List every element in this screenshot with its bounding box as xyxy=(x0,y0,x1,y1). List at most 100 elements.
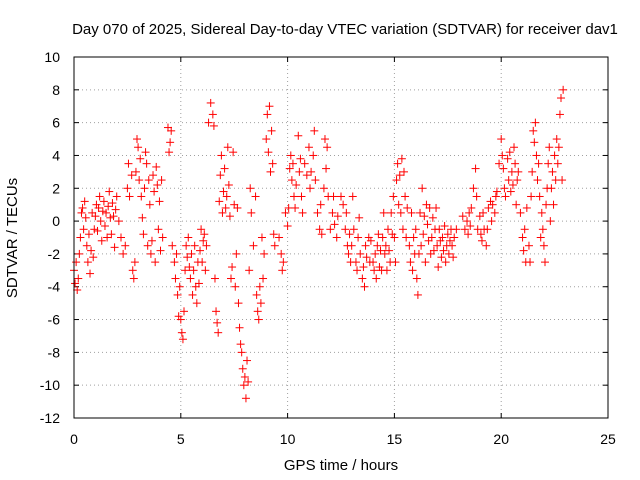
data-point xyxy=(77,208,86,217)
data-point xyxy=(341,225,350,234)
data-point xyxy=(188,290,197,299)
data-point xyxy=(519,246,528,255)
data-point xyxy=(233,203,242,212)
data-point xyxy=(310,126,319,135)
data-point xyxy=(411,225,420,234)
data-point xyxy=(339,200,348,209)
grid-layer xyxy=(74,57,608,418)
data-point xyxy=(508,180,517,189)
data-point xyxy=(82,241,91,250)
data-point xyxy=(111,205,120,214)
data-point xyxy=(326,225,335,234)
data-point xyxy=(75,249,84,258)
data-point xyxy=(134,143,143,152)
data-point xyxy=(89,253,98,262)
data-point xyxy=(504,176,513,185)
data-point xyxy=(382,266,391,275)
data-point xyxy=(198,258,207,267)
data-point xyxy=(130,258,139,267)
data-point xyxy=(501,192,510,201)
data-point xyxy=(379,208,388,217)
data-point xyxy=(158,233,167,242)
data-point xyxy=(394,200,403,209)
x-tick-label: 0 xyxy=(70,431,78,447)
data-point xyxy=(125,192,134,201)
data-point xyxy=(440,222,449,231)
data-point xyxy=(391,258,400,267)
data-point xyxy=(79,225,88,234)
data-point xyxy=(546,217,555,226)
data-point xyxy=(401,192,410,201)
data-point xyxy=(133,135,142,144)
data-point xyxy=(107,230,116,239)
data-point xyxy=(534,159,543,168)
data-point xyxy=(76,233,85,242)
data-point xyxy=(313,208,322,217)
data-point xyxy=(290,192,299,201)
data-point xyxy=(185,263,194,272)
data-point xyxy=(532,151,541,160)
data-point xyxy=(414,249,423,258)
data-point xyxy=(212,307,221,316)
data-point xyxy=(512,200,521,209)
data-point xyxy=(189,266,198,275)
data-point xyxy=(448,241,457,250)
data-point xyxy=(444,249,453,258)
data-point xyxy=(109,212,118,221)
y-tick-label: -10 xyxy=(40,377,60,393)
data-point xyxy=(435,225,444,234)
data-point xyxy=(510,143,519,152)
data-point xyxy=(121,241,130,250)
data-point xyxy=(332,233,341,242)
data-point xyxy=(387,208,396,217)
data-point xyxy=(135,176,144,185)
data-point xyxy=(263,110,272,119)
data-point xyxy=(317,230,326,239)
data-point xyxy=(383,225,392,234)
data-point xyxy=(199,236,208,245)
data-point xyxy=(535,192,544,201)
data-point xyxy=(492,187,501,196)
data-point xyxy=(297,192,306,201)
data-point xyxy=(137,192,146,201)
data-point xyxy=(307,167,316,176)
data-point xyxy=(253,307,262,316)
data-point xyxy=(87,246,96,255)
data-point xyxy=(259,274,268,283)
data-point xyxy=(483,225,492,234)
data-point xyxy=(549,200,558,209)
data-point xyxy=(403,203,412,212)
data-point xyxy=(86,269,95,278)
data-point xyxy=(256,299,265,308)
data-point xyxy=(216,171,225,180)
data-point xyxy=(488,200,497,209)
data-point xyxy=(232,249,241,258)
data-point xyxy=(209,121,218,130)
data-point xyxy=(106,213,115,222)
chart-title: Day 070 of 2025, Sidereal Day-to-day VTE… xyxy=(72,21,618,38)
data-point xyxy=(309,151,318,160)
data-point xyxy=(95,192,104,201)
data-point xyxy=(469,184,478,193)
data-point xyxy=(359,263,368,272)
data-point xyxy=(392,176,401,185)
data-point xyxy=(278,266,287,275)
y-tick-label: -12 xyxy=(40,410,60,426)
data-point xyxy=(100,222,109,231)
data-point xyxy=(153,180,162,189)
data-point xyxy=(371,249,380,258)
data-point xyxy=(544,159,553,168)
data-point xyxy=(187,249,196,258)
data-point xyxy=(396,208,405,217)
data-point xyxy=(94,203,103,212)
data-point xyxy=(542,200,551,209)
data-point xyxy=(249,241,258,250)
data-point xyxy=(73,286,82,295)
x-tick-label: 15 xyxy=(387,431,403,447)
data-point xyxy=(129,274,138,283)
data-point xyxy=(230,200,239,209)
data-point xyxy=(319,184,328,193)
data-point xyxy=(210,274,219,283)
data-point xyxy=(83,258,92,267)
data-point xyxy=(527,192,536,201)
